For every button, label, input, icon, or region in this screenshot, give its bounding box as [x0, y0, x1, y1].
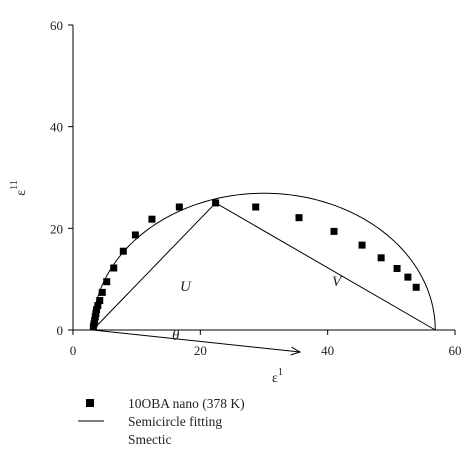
data-point [92, 309, 100, 317]
legend-entry-fit: Semicircle fitting [128, 414, 222, 429]
axes [72, 25, 455, 331]
data-point [94, 302, 102, 310]
legend-entry-smectic: Smectic [128, 432, 172, 447]
data-point [119, 247, 127, 255]
line-u [92, 202, 216, 331]
y-tick-label: 60 [50, 18, 63, 33]
y-tick-label: 0 [57, 323, 64, 338]
data-point [175, 203, 183, 211]
data-points [89, 199, 420, 331]
semicircle-fit [92, 192, 436, 331]
fit-lines [92, 192, 436, 356]
data-point [330, 227, 338, 235]
data-point [110, 264, 118, 272]
theta-arrow [92, 329, 301, 353]
data-point [393, 264, 401, 272]
data-point [295, 214, 303, 222]
x-tick-label: 60 [449, 343, 462, 358]
y-tick-label: 40 [50, 120, 63, 135]
x-tick-label: 40 [321, 343, 334, 358]
theta-arrowhead [290, 346, 302, 356]
line-v [215, 202, 436, 331]
data-point [377, 254, 385, 262]
ticks: 0 20 40 60 0 20 40 60 [50, 18, 462, 358]
x-tick-label: 0 [70, 343, 77, 358]
data-point [412, 283, 420, 291]
data-point [252, 203, 260, 211]
data-point [90, 320, 98, 328]
data-point [98, 288, 106, 296]
legend-marker-square [86, 399, 94, 407]
data-point [91, 313, 99, 321]
annotation-theta: θ [172, 328, 180, 344]
legend-entry-data: 10OBA nano (378 K) [128, 396, 245, 411]
data-point [131, 231, 139, 239]
data-point [91, 316, 99, 324]
x-axis-label: ε1 [272, 367, 283, 386]
data-point [212, 199, 220, 207]
x-tick-label: 20 [194, 343, 207, 358]
legend: 10OBA nano (378 K) Semicircle fitting Sm… [78, 396, 245, 447]
y-axis-label: ε11 [9, 180, 29, 196]
labels: ε11 ε1 U V θ [9, 180, 343, 386]
data-point [96, 297, 104, 305]
data-point [103, 278, 111, 286]
data-point [148, 215, 156, 223]
data-point [404, 273, 412, 281]
data-point [93, 306, 101, 314]
annotation-v: V [332, 274, 343, 290]
annotation-u: U [180, 279, 192, 295]
data-point [358, 241, 366, 249]
y-tick-label: 20 [50, 221, 63, 236]
